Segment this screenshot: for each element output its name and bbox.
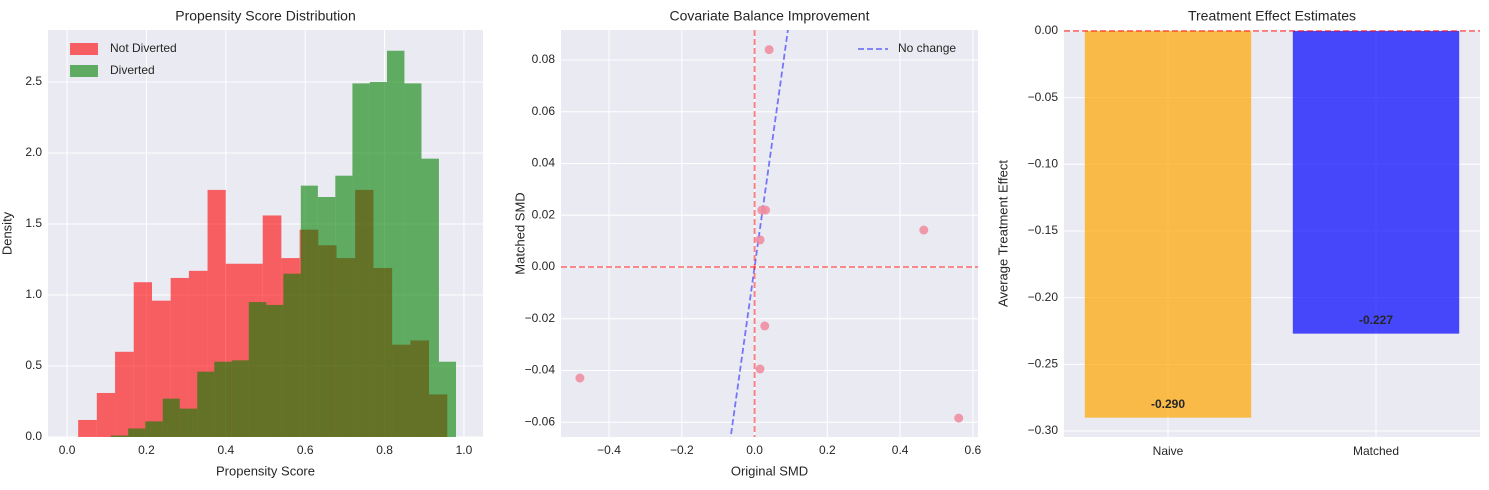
plot-background xyxy=(561,30,978,437)
y-tick-label: 0.08 xyxy=(532,52,556,66)
chart-title: Treatment Effect Estimates xyxy=(1188,8,1356,24)
x-tick-label: Matched xyxy=(1353,444,1399,458)
x-tick-label: Naive xyxy=(1153,444,1184,458)
marks xyxy=(561,30,978,437)
x-tick-label: 0.8 xyxy=(376,443,393,457)
histogram-bar xyxy=(78,419,97,437)
x-axis-label: Original SMD xyxy=(731,463,808,478)
y-tick-label: −0.04 xyxy=(525,363,556,377)
x-tick-label: 0.0 xyxy=(746,443,763,457)
y-tick-label: −0.05 xyxy=(1028,90,1059,104)
y-tick-label: −0.02 xyxy=(525,311,556,325)
x-tick-label: −0.2 xyxy=(670,443,694,457)
histogram-bar xyxy=(162,398,180,437)
point xyxy=(575,373,585,383)
panel: −0.06 −0.04 −0.02 0.00 0.02 0.04 0.06 0.08 −0.4 −… xyxy=(512,8,982,479)
y-tick-label: 0.5 xyxy=(25,358,42,372)
panel: 0.0 0.5 1.0 1.5 2.0 2.5 0.0 0.2 0.4 0.6 0.8 1.0 Prop… xyxy=(0,8,483,478)
x-axis-label: Propensity Score xyxy=(216,463,315,478)
histogram-bar xyxy=(133,282,152,437)
bar xyxy=(1084,30,1252,418)
x-tick-label: 0.6 xyxy=(965,443,982,457)
chart-title: Propensity Score Distribution xyxy=(175,8,356,24)
histogram-bar xyxy=(231,360,249,437)
y-tick-label: 0.06 xyxy=(532,104,556,118)
histogram-bar xyxy=(352,83,370,437)
legend-swatch xyxy=(70,43,98,55)
y-axis-label: Density xyxy=(0,211,14,255)
y-tick-label: −0.06 xyxy=(525,414,556,428)
point xyxy=(755,235,765,245)
point xyxy=(954,413,964,423)
y-tick-label: 2.0 xyxy=(25,145,42,159)
y-tick-label: 0.02 xyxy=(532,207,556,221)
y-tick-label: −0.20 xyxy=(1028,290,1059,304)
x-tick-label: 0.6 xyxy=(297,443,314,457)
y-tick-label: 0.00 xyxy=(532,259,556,273)
value-label: -0.290 xyxy=(1151,397,1185,411)
y-axis-label: Average Treatment Effect xyxy=(995,160,1010,307)
y-tick-label: 2.5 xyxy=(25,74,42,88)
histogram-bar xyxy=(369,81,387,437)
x-tick-label: 1.0 xyxy=(456,443,473,457)
panel: −0.30 −0.25 −0.20 −0.15 −0.10 −0.05 0.00 Treatm… xyxy=(995,8,1480,458)
histogram-bar xyxy=(404,83,422,437)
point xyxy=(755,364,765,374)
histogram-bar xyxy=(421,158,439,437)
point xyxy=(760,321,770,331)
y-tick-label: 0.0 xyxy=(25,429,42,443)
histogram-bar xyxy=(110,435,129,437)
histogram-bar xyxy=(266,304,284,437)
histogram-bar xyxy=(248,302,267,437)
histogram-bar xyxy=(386,50,405,437)
y-tick-label: 0.00 xyxy=(1035,23,1059,37)
point xyxy=(757,205,767,215)
bar xyxy=(1292,30,1460,334)
histogram-bar xyxy=(128,428,146,437)
histogram-bar xyxy=(214,361,232,437)
histogram-bar xyxy=(335,175,353,437)
histogram-bar xyxy=(438,361,457,437)
y-axis-label: Matched SMD xyxy=(512,192,527,274)
x-tick-label: 0.2 xyxy=(819,443,836,457)
legend-label: Not Diverted xyxy=(110,41,177,55)
y-tick-label: −0.30 xyxy=(1028,423,1059,437)
histogram-bar xyxy=(145,421,163,437)
histogram-bar xyxy=(317,197,336,437)
histogram-bar xyxy=(300,185,318,437)
histogram-bar xyxy=(96,392,116,437)
histogram-bar xyxy=(170,277,189,437)
x-tick-label: 0.4 xyxy=(217,443,234,457)
y-tick-label: −0.15 xyxy=(1028,223,1059,237)
y-tick-label: 1.5 xyxy=(25,216,42,230)
legend-label: No change xyxy=(898,41,956,55)
x-tick-label: 0.4 xyxy=(892,443,909,457)
legend-swatch xyxy=(70,65,98,77)
y-tick-label: 1.0 xyxy=(25,287,42,301)
x-tick-label: 0.0 xyxy=(59,443,76,457)
histogram-bar xyxy=(115,351,134,437)
chart-title: Covariate Balance Improvement xyxy=(670,8,870,24)
y-tick-label: −0.25 xyxy=(1028,356,1059,370)
marks xyxy=(1064,30,1480,418)
grid xyxy=(561,30,978,437)
histogram-bar xyxy=(197,371,215,437)
x-tick-label: −0.4 xyxy=(597,443,621,457)
histogram-bar xyxy=(179,408,198,437)
x-tick-label: 0.2 xyxy=(138,443,155,457)
marks xyxy=(78,50,457,437)
value-label: -0.227 xyxy=(1359,313,1393,327)
histogram-bar xyxy=(283,273,301,437)
reference-line xyxy=(729,30,789,437)
y-tick-label: 0.04 xyxy=(532,156,556,170)
legend-label: Diverted xyxy=(110,63,155,77)
point xyxy=(919,225,929,235)
point xyxy=(764,45,774,55)
y-tick-label: −0.10 xyxy=(1028,156,1059,170)
